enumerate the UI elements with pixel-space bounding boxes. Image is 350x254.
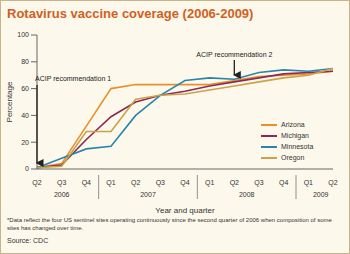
svg-text:Q4: Q4 [279, 179, 288, 187]
svg-text:Q1: Q1 [304, 179, 313, 187]
svg-text:Q2: Q2 [328, 179, 337, 187]
svg-text:2007: 2007 [140, 191, 156, 198]
svg-text:20: 20 [21, 139, 29, 146]
html-text:Minnesota: Minnesota [281, 143, 314, 150]
svg-text:ACIP recommendation 1: ACIP recommendation 1 [35, 75, 111, 82]
svg-text:Year and quarter: Year and quarter [155, 206, 215, 215]
svg-text:Percentage: Percentage [8, 81, 14, 122]
svg-text:2008: 2008 [239, 191, 255, 198]
svg-text:80: 80 [21, 58, 29, 65]
html-text:Rotavirus vaccine coverage (20: Rotavirus vaccine coverage (2006-2009) [7, 6, 254, 21]
svg-text:Q1: Q1 [205, 179, 214, 187]
svg-text:Q3: Q3 [254, 179, 263, 187]
svg-text:Q3: Q3 [57, 179, 66, 187]
svg-text:ACIP recommendation 2: ACIP recommendation 2 [196, 51, 272, 58]
svg-text:Q2: Q2 [32, 179, 41, 187]
html-text:Michigan: Michigan [281, 132, 309, 139]
svg-text:2009: 2009 [313, 191, 329, 198]
html-text:Oregon: Oregon [281, 154, 305, 161]
svg-text:Q2: Q2 [230, 179, 239, 187]
svg-text:Q1: Q1 [106, 179, 115, 187]
svg-text:2006: 2006 [54, 191, 70, 198]
svg-text:Q4: Q4 [180, 179, 189, 187]
svg-text:Q4: Q4 [82, 179, 91, 187]
svg-text:40: 40 [21, 112, 29, 119]
html-text:*Data reflect the four US sent: *Data reflect the four US sentinel sites… [7, 217, 332, 231]
svg-text:0: 0 [25, 165, 29, 172]
svg-text:Q2: Q2 [131, 179, 140, 187]
html-text:Source: CDC: Source: CDC [7, 237, 49, 244]
svg-text:Q3: Q3 [156, 179, 165, 187]
svg-text:100: 100 [17, 31, 29, 38]
svg-text:60: 60 [21, 85, 29, 92]
html-text:Arizona: Arizona [281, 121, 305, 128]
